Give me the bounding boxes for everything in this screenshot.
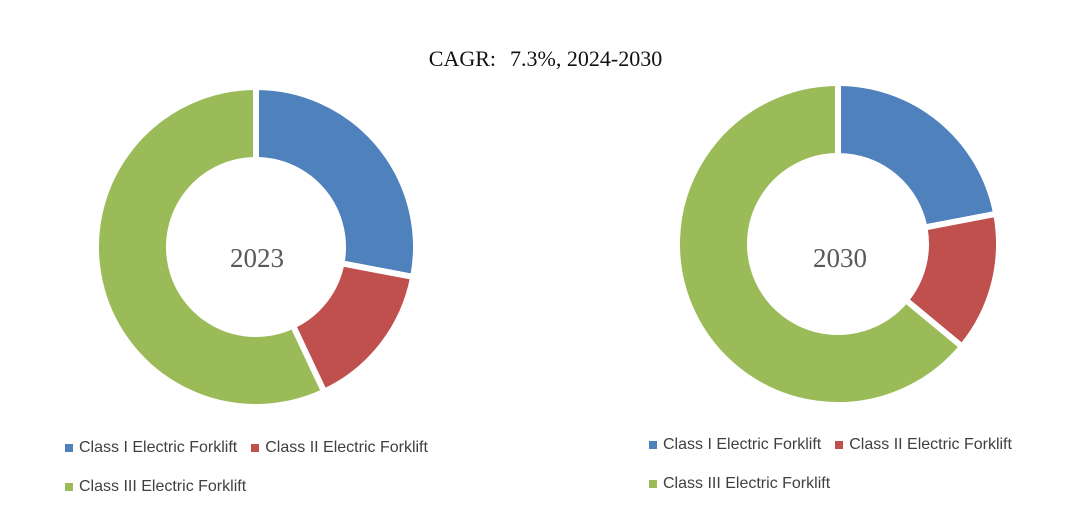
legend-swatch-class2	[835, 441, 844, 449]
legend-item-class2: Class II Electric Forklift	[251, 439, 428, 457]
donut-chart-2030	[674, 79, 1002, 408]
cagr-label: CAGR:	[428, 46, 497, 71]
legend-label: Class III Electric Forklift	[79, 478, 247, 495]
legend-item-class3: Class III Electric Forklift	[65, 478, 246, 496]
legend-2030: Class I Electric Forklift Class II Elect…	[649, 434, 1026, 512]
legend-label: Class II Electric Forklift	[265, 439, 428, 456]
legend-label: Class I Electric Forklift	[79, 439, 238, 456]
legend-item-class2: Class II Electric Forklift	[835, 436, 1012, 454]
cagr-value: 7.3%, 2024-2030	[510, 46, 663, 71]
donut-chart-2023	[93, 83, 419, 410]
slice-class3-2023	[93, 83, 329, 410]
legend-swatch-class3	[65, 483, 73, 491]
slice-class3-2030	[674, 79, 967, 408]
center-label-2030: 2030	[813, 243, 867, 273]
legend-swatch-class3	[649, 480, 657, 488]
legend-swatch-class2	[251, 444, 260, 452]
legend-item-class1: Class I Electric Forklift	[65, 439, 237, 457]
center-label-2023: 2023	[230, 243, 284, 273]
legend-item-class3: Class III Electric Forklift	[649, 475, 830, 493]
slice-class1-2023	[253, 83, 419, 281]
legend-label: Class II Electric Forklift	[849, 436, 1012, 453]
legend-item-class1: Class I Electric Forklift	[649, 436, 821, 454]
legend-swatch-class1	[65, 444, 73, 452]
legend-swatch-class1	[649, 441, 657, 449]
legend-label: Class III Electric Forklift	[663, 475, 831, 492]
legend-2023: Class I Electric Forklift Class II Elect…	[65, 437, 442, 515]
legend-label: Class I Electric Forklift	[663, 436, 822, 453]
slice-class1-2030	[835, 79, 1000, 232]
chart-title: CAGR: 7.3%, 2024-2030	[0, 46, 1091, 72]
